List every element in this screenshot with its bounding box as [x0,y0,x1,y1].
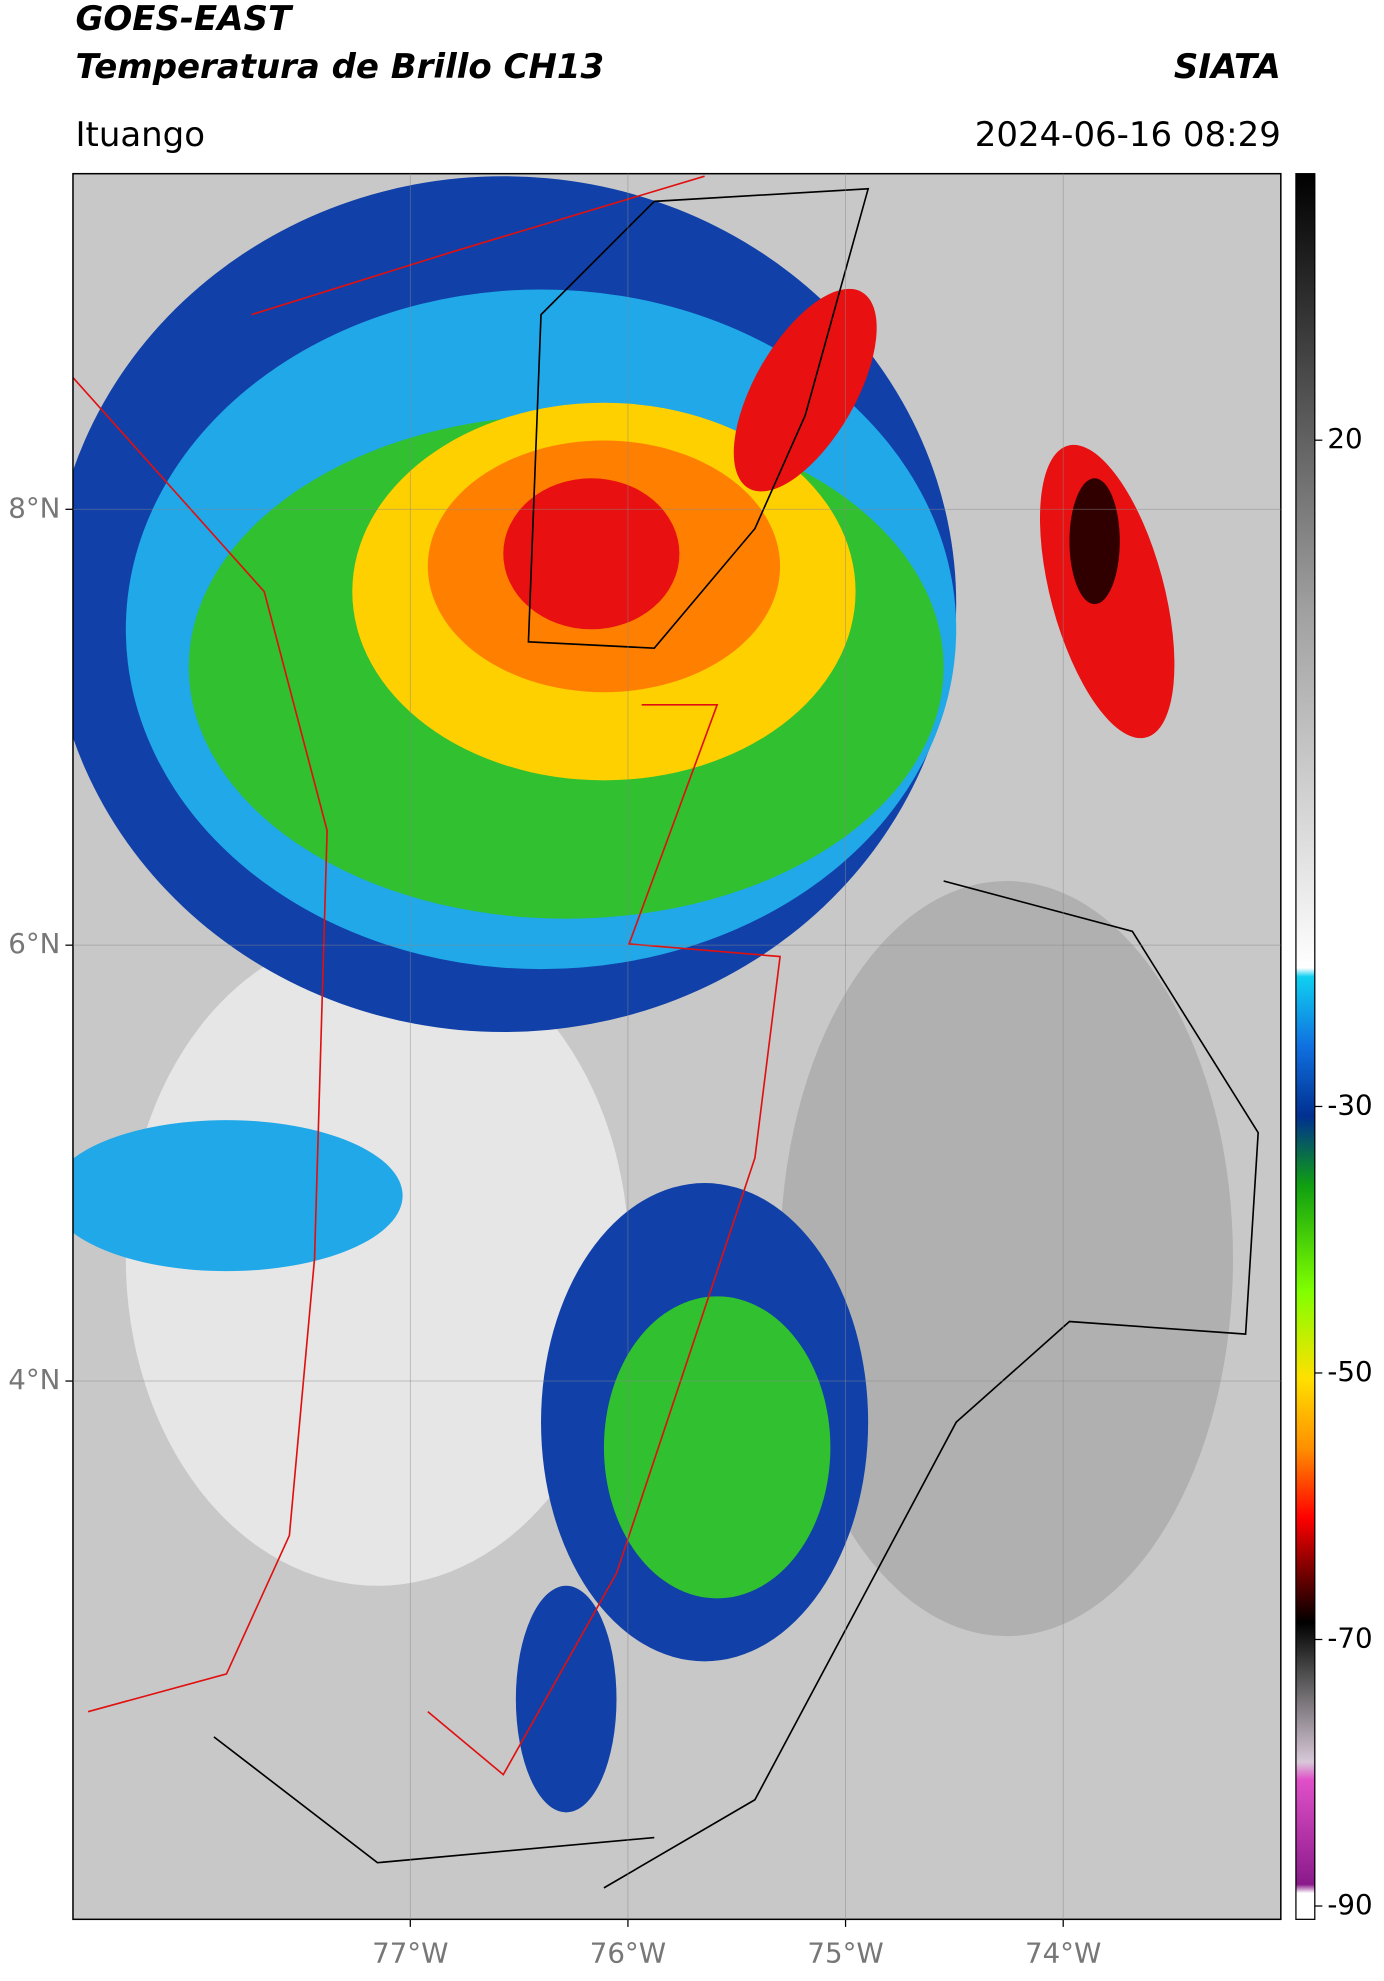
colorbar-tick-label: -90 [1327,1888,1372,1921]
y-tick-label: 4°N [8,1363,60,1396]
colorbar [1295,173,1316,1920]
imagery [72,173,1281,1920]
x-tick-label: 77°W [372,1937,448,1970]
colorbar-tick-label: -50 [1327,1355,1372,1388]
x-tick-label: 74°W [1025,1937,1101,1970]
map-frame [72,172,1282,1921]
title: GOES-EAST [75,0,293,39]
y-tick-label: 6°N [8,927,60,960]
datetime: 2024-06-16 08:29 [975,115,1281,155]
colorbar-tick-label: 20 [1327,422,1362,455]
x-tick-label: 76°W [590,1937,666,1970]
colorbar-tick-label: -30 [1327,1088,1372,1121]
region: Ituango [75,115,205,155]
credit: SIATA [1174,47,1281,87]
colorbar-tick-label: -70 [1327,1621,1372,1654]
subtitle: Temperatura de Brillo CH13 [75,47,604,87]
y-tick-label: 8°N [8,491,60,524]
x-tick-label: 75°W [807,1937,883,1970]
